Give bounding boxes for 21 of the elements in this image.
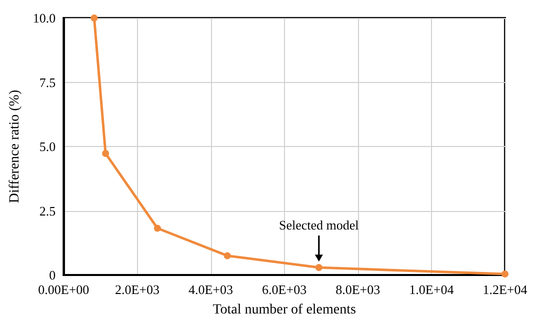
y-axis-title: Difference ratio (%) bbox=[8, 90, 22, 204]
x-tick-label: 1.2E+04 bbox=[482, 282, 528, 297]
y-tick-label: 0 bbox=[49, 268, 56, 282]
x-tick-label: 4.0E+03 bbox=[188, 282, 234, 297]
point bbox=[102, 150, 110, 157]
y-tick-label: 5.0 bbox=[39, 139, 56, 154]
y-tick-label: 10.0 bbox=[32, 10, 56, 26]
annotation: Selected model bbox=[279, 218, 360, 233]
x-tick-label: 2.0E+03 bbox=[114, 282, 160, 297]
x-axis-title: Total number of elements bbox=[212, 302, 356, 318]
x-tick-label: 0.00E+00 bbox=[38, 282, 90, 297]
x-tick-label: 8.0E+03 bbox=[336, 282, 380, 297]
point bbox=[502, 270, 508, 278]
point bbox=[315, 264, 322, 272]
x-tick-label: 6.0E+03 bbox=[262, 282, 307, 297]
point bbox=[154, 224, 161, 232]
y-tick-label: 7.5 bbox=[39, 74, 56, 90]
y-tick-label: 2.5 bbox=[39, 203, 56, 218]
point bbox=[224, 252, 231, 260]
x-tick-label: 1.0E+04 bbox=[409, 282, 454, 297]
point bbox=[90, 14, 98, 22]
